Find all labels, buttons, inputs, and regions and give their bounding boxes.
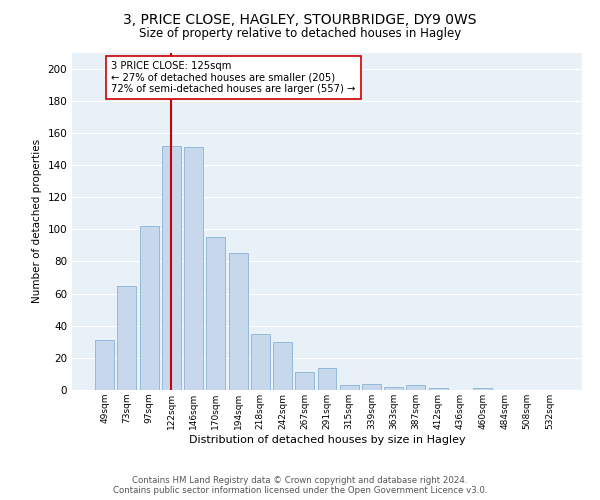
Bar xyxy=(206,238,225,390)
Bar xyxy=(384,387,403,390)
Text: 3, PRICE CLOSE, HAGLEY, STOURBRIDGE, DY9 0WS: 3, PRICE CLOSE, HAGLEY, STOURBRIDGE, DY9… xyxy=(123,12,477,26)
Text: 3 PRICE CLOSE: 125sqm
← 27% of detached houses are smaller (205)
72% of semi-det: 3 PRICE CLOSE: 125sqm ← 27% of detached … xyxy=(112,60,356,94)
Bar xyxy=(251,334,270,390)
X-axis label: Distribution of detached houses by size in Hagley: Distribution of detached houses by size … xyxy=(188,434,466,444)
Bar xyxy=(95,340,114,390)
Bar xyxy=(295,372,314,390)
Bar xyxy=(140,226,158,390)
Y-axis label: Number of detached properties: Number of detached properties xyxy=(32,139,42,304)
Bar xyxy=(229,254,248,390)
Text: Size of property relative to detached houses in Hagley: Size of property relative to detached ho… xyxy=(139,28,461,40)
Bar xyxy=(473,388,492,390)
Bar xyxy=(273,342,292,390)
Text: Contains HM Land Registry data © Crown copyright and database right 2024.
Contai: Contains HM Land Registry data © Crown c… xyxy=(113,476,487,495)
Bar xyxy=(184,148,203,390)
Bar xyxy=(429,388,448,390)
Bar xyxy=(340,385,359,390)
Bar xyxy=(362,384,381,390)
Bar xyxy=(118,286,136,390)
Bar xyxy=(406,385,425,390)
Bar xyxy=(162,146,181,390)
Bar xyxy=(317,368,337,390)
